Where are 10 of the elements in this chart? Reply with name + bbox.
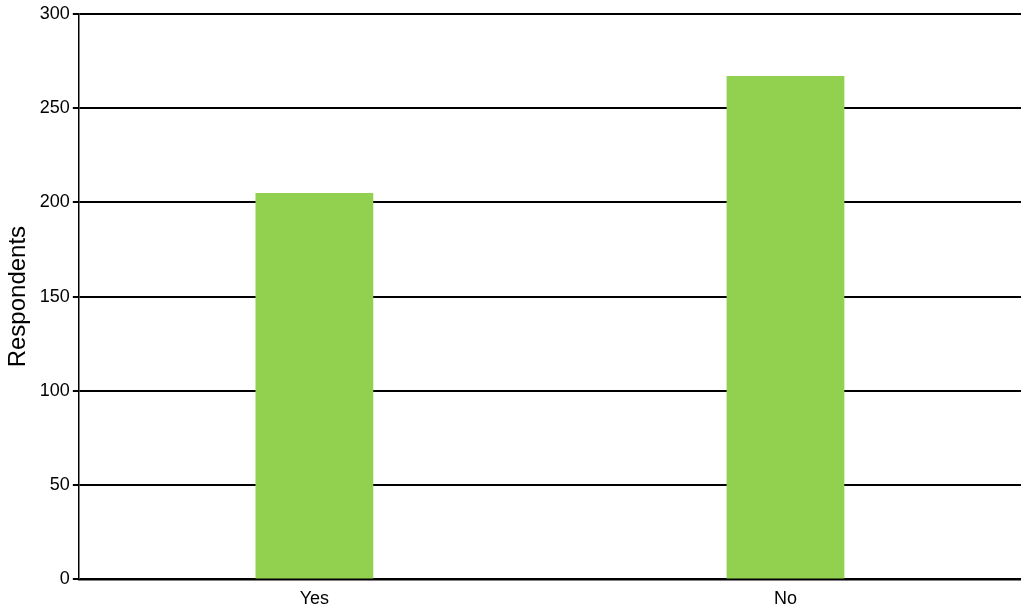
- y-tick-label: 250: [39, 97, 70, 118]
- y-axis-title: Respondents: [3, 225, 31, 368]
- y-tick-label: 200: [39, 191, 70, 212]
- y-tick-label: 0: [59, 568, 70, 589]
- y-tick-label: 50: [49, 474, 70, 495]
- x-tick-label: Yes: [299, 588, 330, 609]
- y-tick-label: 150: [39, 285, 70, 306]
- y-tick-label: 300: [39, 2, 70, 23]
- x-tick-label: No: [773, 588, 797, 609]
- y-tick-label: 100: [39, 379, 70, 400]
